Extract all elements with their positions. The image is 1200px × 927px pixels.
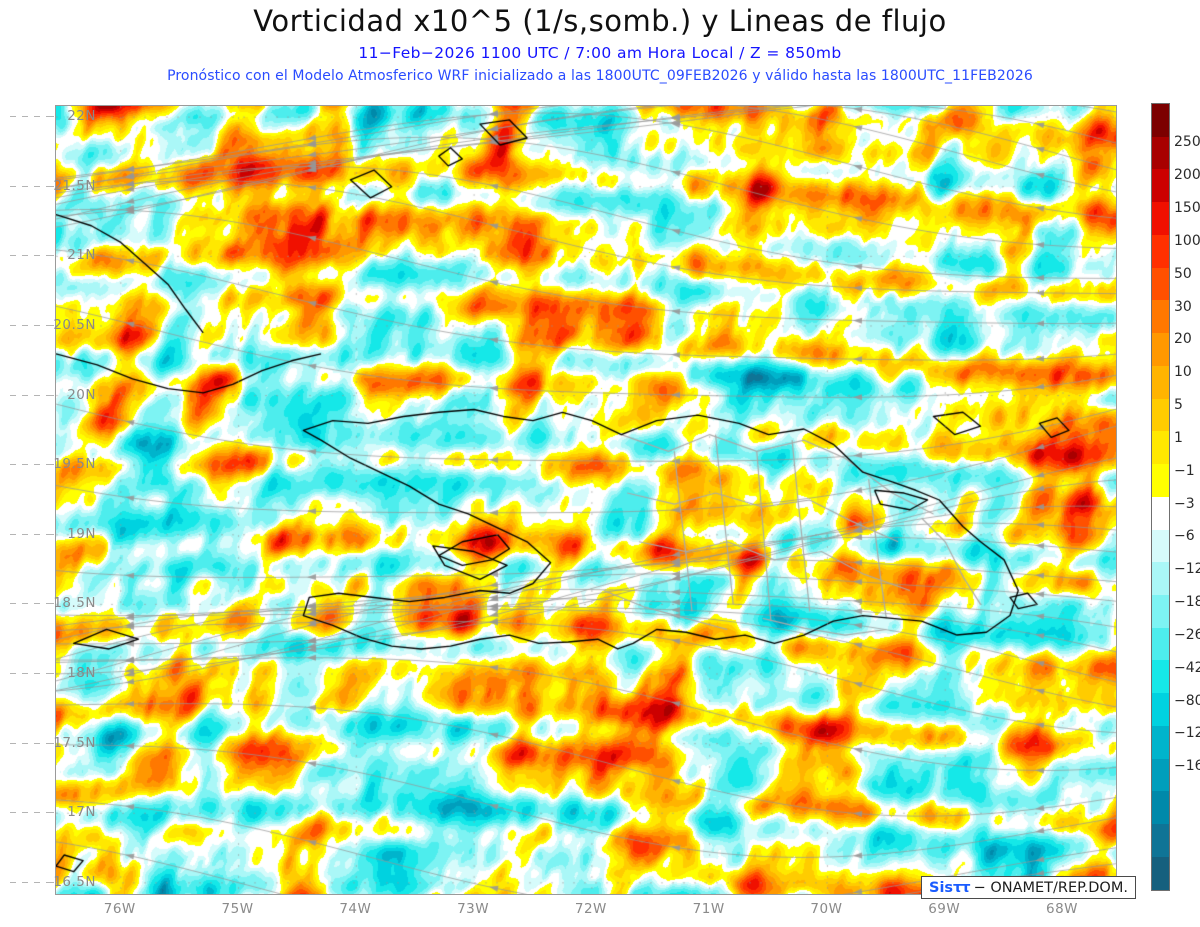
attribution-box: Sis ττ − ONAMET/REP.DOM. (921, 876, 1136, 899)
x-axis-tick-label: 73W (457, 901, 490, 917)
y-axis-tick (0, 742, 54, 744)
colorbar-band (1152, 529, 1169, 563)
colorbar (1151, 103, 1170, 891)
colorbar-tick-label: 5 (1174, 397, 1183, 414)
colorbar-band (1152, 464, 1169, 497)
colorbar-band (1152, 824, 1169, 857)
y-axis-tick (0, 533, 54, 535)
colorbar-band (1152, 562, 1169, 596)
y-axis-tick-label: 16.5N (53, 873, 96, 890)
colorbar-tick-label: 10 (1174, 364, 1192, 381)
map-plot-area[interactable] (55, 105, 1117, 895)
x-axis-tick-label: 76W (103, 901, 136, 917)
y-axis-tick (0, 881, 54, 883)
y-axis-tick (0, 673, 54, 675)
colorbar-tick-label: −12 (1174, 561, 1200, 578)
colorbar-band (1152, 333, 1169, 366)
y-axis-tick (0, 116, 54, 118)
colorbar-tick-label: −1 (1174, 462, 1195, 479)
y-axis-tick (0, 464, 54, 466)
colorbar-tick-label: 150 (1174, 200, 1200, 217)
colorbar-tick-label: 250 (1174, 134, 1200, 151)
colorbar-tick-label: −160 (1174, 758, 1200, 775)
colorbar-tick-label: −120 (1174, 725, 1200, 742)
vorticity-field-canvas (56, 106, 1116, 894)
x-axis-tick-label: 72W (574, 901, 607, 917)
colorbar-band (1152, 758, 1169, 792)
y-axis-tick (0, 185, 54, 187)
colorbar-tick-label: −26 (1174, 626, 1200, 643)
colorbar-tick-label: 100 (1174, 232, 1200, 249)
x-axis-tick-label: 68W (1045, 901, 1079, 917)
colorbar-band (1152, 398, 1169, 432)
colorbar-band (1152, 595, 1169, 628)
colorbar-tick-label: −80 (1174, 692, 1200, 709)
y-axis-tick (0, 394, 54, 396)
colorbar-band (1152, 136, 1169, 170)
colorbar-tick-label: 1 (1174, 429, 1183, 446)
colorbar-band (1152, 104, 1169, 137)
colorbar-tick-label: 50 (1174, 265, 1192, 282)
colorbar-band (1152, 169, 1169, 203)
page-title: Vorticidad x10^5 (1/s,somb.) y Lineas de… (253, 4, 947, 38)
y-axis-tick-label: 17N (67, 804, 96, 821)
colorbar-tick-label: −18 (1174, 594, 1200, 611)
model-info-subtitle: Pronóstico con el Modelo Atmosferico WRF… (167, 68, 1033, 84)
y-axis-tick (0, 324, 54, 326)
colorbar-tick-label: 200 (1174, 167, 1200, 184)
x-axis-tick-label: 74W (339, 901, 372, 917)
colorbar-band (1152, 693, 1169, 726)
valid-time-subtitle: 11−Feb−2026 1100 UTC / 7:00 am Hora Loca… (358, 44, 842, 62)
colorbar-tick-label: 20 (1174, 331, 1192, 348)
y-axis-tick-label: 19.5N (53, 456, 96, 473)
y-axis-tick (0, 255, 54, 257)
y-axis-tick (0, 603, 54, 605)
y-axis-tick-label: 19N (67, 525, 96, 542)
colorbar-tick-label: −3 (1174, 495, 1195, 512)
colorbar-band (1152, 791, 1169, 825)
colorbar-tick-label: 30 (1174, 298, 1192, 315)
colorbar-tick-label: −6 (1174, 528, 1195, 545)
colorbar-band (1152, 431, 1169, 465)
y-axis-tick (0, 812, 54, 814)
agency-label: − ONAMET/REP.DOM. (973, 879, 1128, 896)
x-axis-tick-label: 75W (221, 901, 254, 917)
colorbar-band (1152, 627, 1169, 661)
colorbar-band (1152, 496, 1169, 530)
y-axis-tick-label: 21.5N (53, 177, 96, 194)
y-axis-tick-label: 20N (67, 386, 96, 403)
colorbar-band (1152, 300, 1169, 334)
colorbar-band (1152, 660, 1169, 694)
y-axis-tick-label: 17.5N (53, 734, 96, 751)
y-axis-tick-label: 20.5N (53, 316, 96, 333)
colorbar-tick-label: −42 (1174, 659, 1200, 676)
brand-symbol-icon: ττ (953, 879, 970, 896)
y-axis-tick-label: 18.5N (53, 595, 96, 612)
colorbar-band (1152, 202, 1169, 235)
x-axis-tick-label: 70W (810, 901, 843, 917)
colorbar-band (1152, 725, 1169, 759)
colorbar-band (1152, 856, 1169, 890)
y-axis-tick-label: 21N (67, 247, 96, 264)
colorbar-band (1152, 365, 1169, 399)
x-axis-tick-label: 71W (692, 901, 725, 917)
colorbar-band (1152, 234, 1169, 268)
y-axis-tick-label: 18N (67, 665, 96, 682)
brand-label: Sis (929, 879, 954, 896)
y-axis-tick-label: 22N (67, 108, 96, 125)
colorbar-band (1152, 267, 1169, 301)
x-axis-tick-label: 69W (928, 901, 961, 917)
